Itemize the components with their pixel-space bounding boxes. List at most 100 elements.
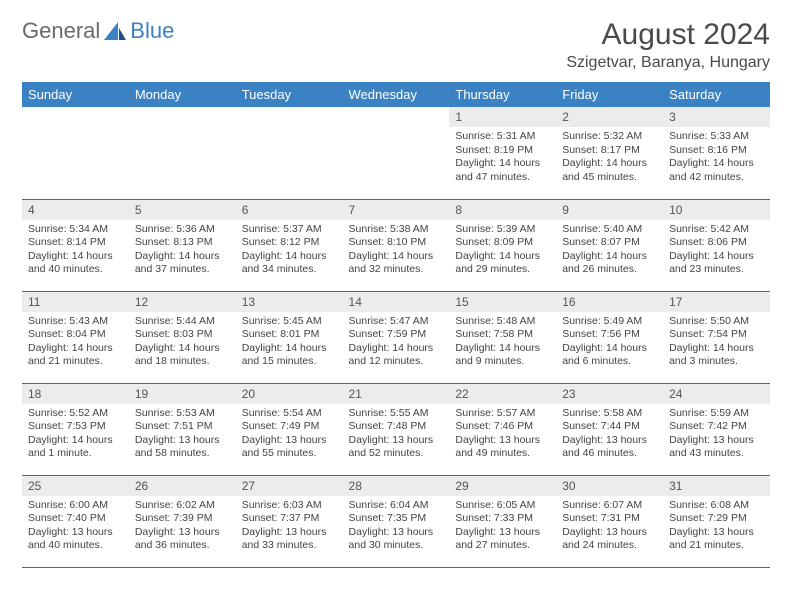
- calendar-cell: 14Sunrise: 5:47 AMSunset: 7:59 PMDayligh…: [343, 291, 450, 383]
- calendar-cell: 5Sunrise: 5:36 AMSunset: 8:13 PMDaylight…: [129, 199, 236, 291]
- calendar-cell: 29Sunrise: 6:05 AMSunset: 7:33 PMDayligh…: [449, 475, 556, 567]
- sunset-text: Sunset: 7:58 PM: [455, 328, 550, 342]
- sunset-text: Sunset: 7:44 PM: [562, 420, 657, 434]
- sunset-text: Sunset: 7:39 PM: [135, 512, 230, 526]
- daylight-text: Daylight: 14 hours and 47 minutes.: [455, 157, 550, 184]
- sunset-text: Sunset: 8:07 PM: [562, 236, 657, 250]
- day-number: 31: [663, 476, 770, 496]
- sunset-text: Sunset: 7:59 PM: [349, 328, 444, 342]
- daylight-text: Daylight: 14 hours and 1 minute.: [28, 434, 123, 461]
- day-details: Sunrise: 5:37 AMSunset: 8:12 PMDaylight:…: [236, 220, 343, 282]
- day-details: Sunrise: 5:43 AMSunset: 8:04 PMDaylight:…: [22, 312, 129, 374]
- sunset-text: Sunset: 7:51 PM: [135, 420, 230, 434]
- day-details: Sunrise: 5:48 AMSunset: 7:58 PMDaylight:…: [449, 312, 556, 374]
- calendar-cell: 6Sunrise: 5:37 AMSunset: 8:12 PMDaylight…: [236, 199, 343, 291]
- calendar-cell: 13Sunrise: 5:45 AMSunset: 8:01 PMDayligh…: [236, 291, 343, 383]
- calendar-cell: 20Sunrise: 5:54 AMSunset: 7:49 PMDayligh…: [236, 383, 343, 475]
- day-details: Sunrise: 5:38 AMSunset: 8:10 PMDaylight:…: [343, 220, 450, 282]
- daylight-text: Daylight: 13 hours and 40 minutes.: [28, 526, 123, 553]
- day-details: Sunrise: 6:02 AMSunset: 7:39 PMDaylight:…: [129, 496, 236, 558]
- sunset-text: Sunset: 8:19 PM: [455, 144, 550, 158]
- sunrise-text: Sunrise: 6:00 AM: [28, 499, 123, 513]
- daylight-text: Daylight: 13 hours and 33 minutes.: [242, 526, 337, 553]
- calendar-week: 4Sunrise: 5:34 AMSunset: 8:14 PMDaylight…: [22, 199, 770, 291]
- daylight-text: Daylight: 13 hours and 27 minutes.: [455, 526, 550, 553]
- sunrise-text: Sunrise: 5:39 AM: [455, 223, 550, 237]
- sunrise-text: Sunrise: 5:40 AM: [562, 223, 657, 237]
- day-details: Sunrise: 5:54 AMSunset: 7:49 PMDaylight:…: [236, 404, 343, 466]
- weekday-header: Saturday: [663, 82, 770, 107]
- day-number: 28: [343, 476, 450, 496]
- day-number: 25: [22, 476, 129, 496]
- daylight-text: Daylight: 13 hours and 46 minutes.: [562, 434, 657, 461]
- day-number: 3: [663, 107, 770, 127]
- calendar-cell: 27Sunrise: 6:03 AMSunset: 7:37 PMDayligh…: [236, 475, 343, 567]
- weekday-header: Friday: [556, 82, 663, 107]
- daylight-text: Daylight: 13 hours and 58 minutes.: [135, 434, 230, 461]
- daylight-text: Daylight: 13 hours and 43 minutes.: [669, 434, 764, 461]
- daylight-text: Daylight: 13 hours and 36 minutes.: [135, 526, 230, 553]
- sunset-text: Sunset: 8:12 PM: [242, 236, 337, 250]
- calendar-cell: 3 Sunrise: 5:33 AMSunset: 8:16 PMDaylight…: [663, 107, 770, 199]
- calendar-table: SundayMondayTuesdayWednesdayThursdayFrid…: [22, 82, 770, 568]
- sunset-text: Sunset: 7:48 PM: [349, 420, 444, 434]
- calendar-week: 25Sunrise: 6:00 AMSunset: 7:40 PMDayligh…: [22, 475, 770, 567]
- sunset-text: Sunset: 8:09 PM: [455, 236, 550, 250]
- day-details: Sunrise: 5:36 AMSunset: 8:13 PMDaylight:…: [129, 220, 236, 282]
- logo: General Blue: [22, 18, 174, 44]
- day-number: [236, 107, 343, 113]
- sunrise-text: Sunrise: 5:36 AM: [135, 223, 230, 237]
- day-details: Sunrise: 5:45 AMSunset: 8:01 PMDaylight:…: [236, 312, 343, 374]
- sunrise-text: Sunrise: 6:02 AM: [135, 499, 230, 513]
- day-details: Sunrise: 5:39 AMSunset: 8:09 PMDaylight:…: [449, 220, 556, 282]
- sunrise-text: Sunrise: 5:37 AM: [242, 223, 337, 237]
- sunrise-text: Sunrise: 5:43 AM: [28, 315, 123, 329]
- day-number: 4: [22, 200, 129, 220]
- day-number: 13: [236, 292, 343, 312]
- day-number: 8: [449, 200, 556, 220]
- day-number: 29: [449, 476, 556, 496]
- sunrise-text: Sunrise: 5:47 AM: [349, 315, 444, 329]
- day-number: 23: [556, 384, 663, 404]
- calendar-cell: 15Sunrise: 5:48 AMSunset: 7:58 PMDayligh…: [449, 291, 556, 383]
- calendar-cell: 17Sunrise: 5:50 AMSunset: 7:54 PMDayligh…: [663, 291, 770, 383]
- sunrise-text: Sunrise: 5:33 AM: [669, 130, 764, 144]
- day-number: 9: [556, 200, 663, 220]
- daylight-text: Daylight: 14 hours and 9 minutes.: [455, 342, 550, 369]
- sunset-text: Sunset: 7:46 PM: [455, 420, 550, 434]
- day-details: Sunrise: 5:47 AMSunset: 7:59 PMDaylight:…: [343, 312, 450, 374]
- day-number: 10: [663, 200, 770, 220]
- sunset-text: Sunset: 7:49 PM: [242, 420, 337, 434]
- title-block: August 2024 Szigetvar, Baranya, Hungary: [566, 18, 770, 72]
- calendar-cell: 25Sunrise: 6:00 AMSunset: 7:40 PMDayligh…: [22, 475, 129, 567]
- sunrise-text: Sunrise: 5:32 AM: [562, 130, 657, 144]
- calendar-body: 1Sunrise: 5:31 AMSunset: 8:19 PMDaylight…: [22, 107, 770, 567]
- calendar-cell: 24Sunrise: 5:59 AMSunset: 7:42 PMDayligh…: [663, 383, 770, 475]
- calendar-cell: 19Sunrise: 5:53 AMSunset: 7:51 PMDayligh…: [129, 383, 236, 475]
- sunrise-text: Sunrise: 5:57 AM: [455, 407, 550, 421]
- day-details: Sunrise: 5:32 AMSunset: 8:17 PMDaylight:…: [556, 127, 663, 189]
- day-number: 5: [129, 200, 236, 220]
- sunset-text: Sunset: 8:14 PM: [28, 236, 123, 250]
- day-details: Sunrise: 5:31 AMSunset: 8:19 PMDaylight:…: [449, 127, 556, 189]
- calendar-head: SundayMondayTuesdayWednesdayThursdayFrid…: [22, 82, 770, 107]
- sunrise-text: Sunrise: 5:42 AM: [669, 223, 764, 237]
- weekday-header: Monday: [129, 82, 236, 107]
- sunrise-text: Sunrise: 5:52 AM: [28, 407, 123, 421]
- daylight-text: Daylight: 14 hours and 34 minutes.: [242, 250, 337, 277]
- sunrise-text: Sunrise: 6:04 AM: [349, 499, 444, 513]
- calendar-cell: [343, 107, 450, 199]
- calendar-cell: 1Sunrise: 5:31 AMSunset: 8:19 PMDaylight…: [449, 107, 556, 199]
- sunset-text: Sunset: 8:16 PM: [669, 144, 764, 158]
- day-number: 22: [449, 384, 556, 404]
- daylight-text: Daylight: 13 hours and 55 minutes.: [242, 434, 337, 461]
- sunrise-text: Sunrise: 5:48 AM: [455, 315, 550, 329]
- daylight-text: Daylight: 14 hours and 42 minutes.: [669, 157, 764, 184]
- daylight-text: Daylight: 14 hours and 12 minutes.: [349, 342, 444, 369]
- sunrise-text: Sunrise: 6:03 AM: [242, 499, 337, 513]
- daylight-text: Daylight: 14 hours and 37 minutes.: [135, 250, 230, 277]
- day-number: 15: [449, 292, 556, 312]
- day-details: Sunrise: 5:53 AMSunset: 7:51 PMDaylight:…: [129, 404, 236, 466]
- day-number: 11: [22, 292, 129, 312]
- day-number: 17: [663, 292, 770, 312]
